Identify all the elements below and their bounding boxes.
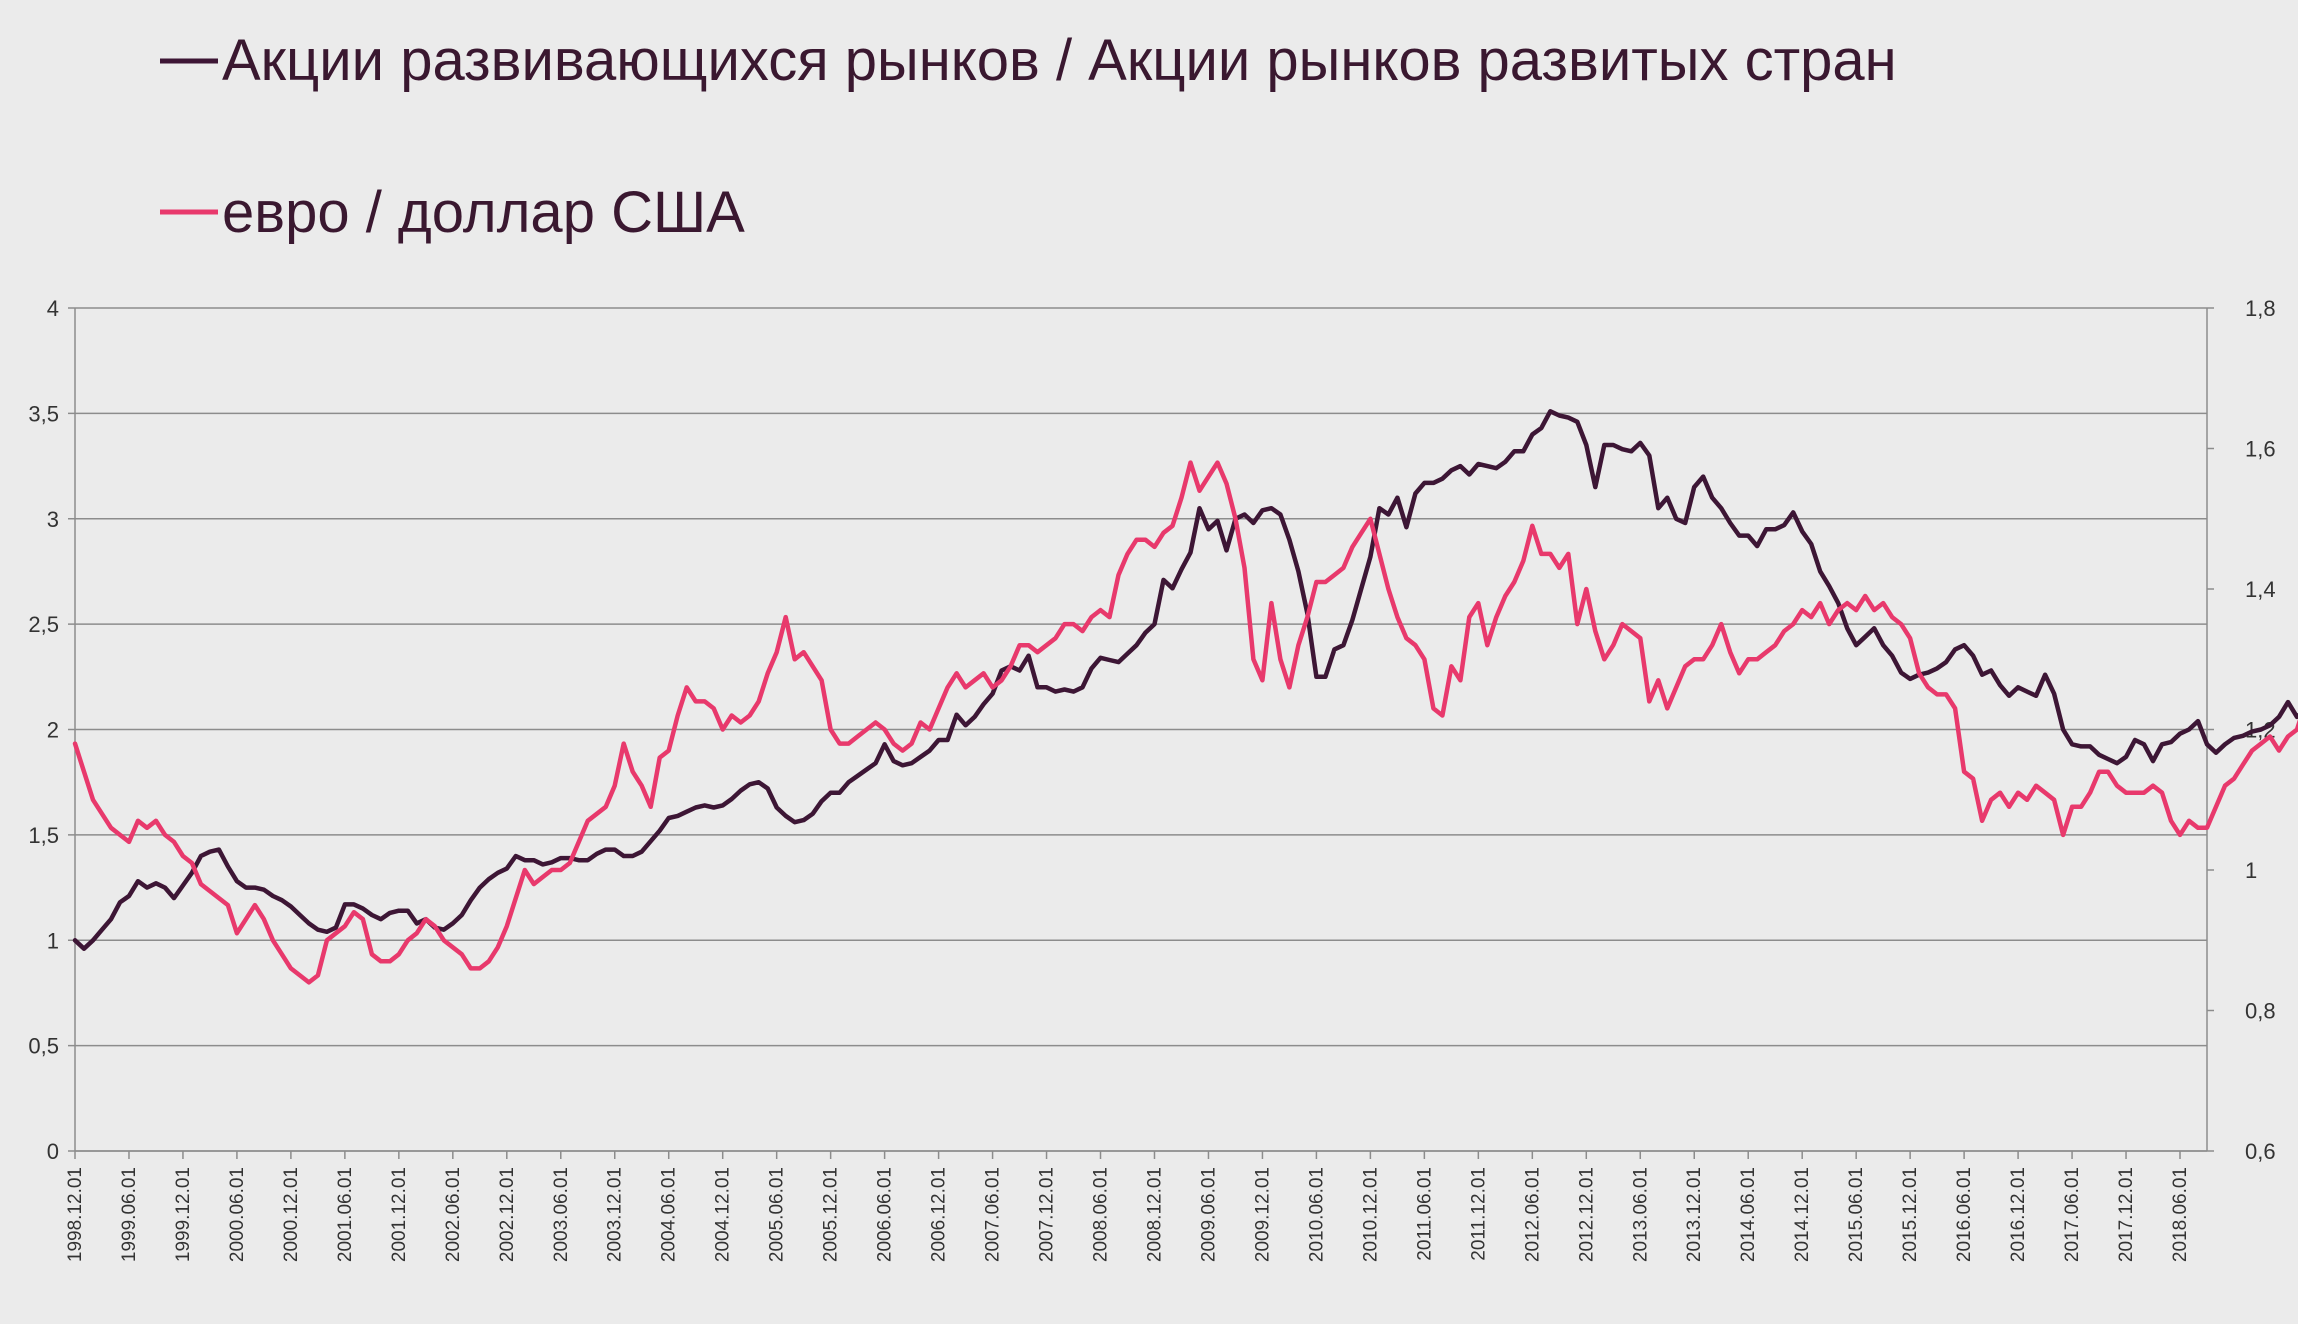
x-tick-label: 2011.06.01 <box>1414 1167 1435 1261</box>
x-tick-label: 2003.12.01 <box>605 1167 626 1262</box>
legend-item-series-1: Акции развивающихся рынков / Акции рынко… <box>160 28 1897 93</box>
x-tick-label: 2008.12.01 <box>1144 1167 1165 1262</box>
x-tick-label: 2011.12.01 <box>1468 1167 1489 1261</box>
series-line-2 <box>72 460 2298 985</box>
x-tick-label: 2004.06.01 <box>659 1167 680 1262</box>
x-tick-label: 2005.12.01 <box>821 1167 842 1262</box>
x-tick-label: 2007.12.01 <box>1037 1167 1058 1262</box>
x-tick-label: 2013.12.01 <box>1684 1167 1705 1262</box>
y-left-tick-label: 1 <box>47 928 59 953</box>
x-tick-label: 2004.12.01 <box>713 1167 734 1262</box>
x-tick-label: 2012.06.01 <box>1522 1167 1543 1262</box>
x-tick-label: 2016.06.01 <box>1954 1167 1975 1262</box>
x-tick-label: 2014.12.01 <box>1792 1167 1813 1262</box>
x-tick-label: 2014.06.01 <box>1738 1167 1759 1262</box>
x-tick-label: 2018.06.01 <box>2170 1167 2191 1262</box>
x-tick-label: 2008.06.01 <box>1091 1167 1112 1262</box>
y-left-tick-label: 2,5 <box>28 612 59 637</box>
chart-legend: Акции развивающихся рынков / Акции рынко… <box>160 28 1897 245</box>
x-tick-label: 2001.12.01 <box>389 1167 410 1262</box>
x-tick-label: 2007.06.01 <box>983 1167 1004 1262</box>
x-tick-label: 2003.06.01 <box>551 1167 572 1262</box>
x-tick-label: 1999.06.01 <box>119 1167 140 1262</box>
y-right-tick-label: 0,6 <box>2245 1139 2276 1164</box>
x-tick-label: 2000.06.01 <box>227 1167 248 1262</box>
legend-label-series-1: Акции развивающихся рынков / Акции рынко… <box>222 28 1897 93</box>
y-left-tick-label: 2 <box>47 718 59 743</box>
y-right-tick-label: 1,6 <box>2245 437 2276 462</box>
y-right-tick-label: 1,8 <box>2245 296 2276 321</box>
legend-item-series-2: евро / доллар США <box>160 180 745 245</box>
x-tick-label: 1998.12.01 <box>65 1167 86 1262</box>
x-tick-label: 2009.06.01 <box>1198 1167 1219 1262</box>
x-tick-label: 2016.12.01 <box>2008 1167 2029 1262</box>
x-tick-label: 2015.06.01 <box>1846 1167 1867 1262</box>
x-tick-label: 2010.12.01 <box>1360 1167 1381 1262</box>
plot-area: 00,511,522,533,540,60,811,21,41,61,81998… <box>28 296 2298 1262</box>
x-tick-label: 2006.06.01 <box>875 1167 896 1262</box>
y-right-tick-label: 0,8 <box>2245 999 2276 1024</box>
x-tick-label: 1999.12.01 <box>173 1167 194 1262</box>
x-tick-label: 2015.12.01 <box>1900 1167 1921 1262</box>
x-tick-label: 2009.12.01 <box>1252 1167 1273 1262</box>
y-right-tick-label: 1,4 <box>2245 577 2276 602</box>
x-tick-label: 2017.12.01 <box>2116 1167 2137 1262</box>
y-left-tick-label: 0,5 <box>28 1034 59 1059</box>
y-left-tick-label: 1,5 <box>28 823 59 848</box>
y-left-tick-label: 3,5 <box>28 401 59 426</box>
y-left-tick-label: 0 <box>47 1139 59 1164</box>
x-tick-label: 2006.12.01 <box>929 1167 950 1262</box>
legend-label-series-2: евро / доллар США <box>222 180 745 245</box>
y-right-tick-label: 1 <box>2245 858 2257 883</box>
x-tick-label: 2002.12.01 <box>497 1167 518 1262</box>
x-tick-label: 2002.06.01 <box>443 1167 464 1262</box>
y-left-tick-label: 4 <box>47 296 59 321</box>
x-tick-label: 2010.06.01 <box>1306 1167 1327 1262</box>
x-tick-label: 2001.06.01 <box>335 1167 356 1262</box>
y-left-tick-label: 3 <box>47 507 59 532</box>
x-tick-label: 2005.06.01 <box>767 1167 788 1262</box>
x-tick-label: 2012.12.01 <box>1576 1167 1597 1262</box>
series-line-1 <box>72 409 2298 951</box>
x-tick-label: 2013.06.01 <box>1630 1167 1651 1262</box>
x-tick-label: 2000.12.01 <box>281 1167 302 1262</box>
x-tick-label: 2017.06.01 <box>2062 1167 2083 1262</box>
